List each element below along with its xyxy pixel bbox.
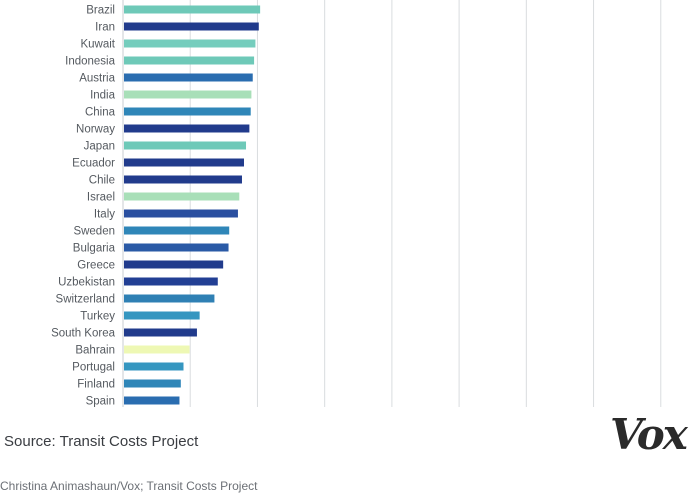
label-uzbekistan: Uzbekistan: [58, 277, 115, 289]
label-ecuador: Ecuador: [72, 158, 115, 170]
bar-china: [124, 107, 251, 116]
label-bahrain: Bahrain: [75, 345, 115, 357]
label-brazil: Brazil: [86, 5, 115, 17]
bar-finland: [124, 379, 181, 388]
bar-ecuador: [124, 158, 244, 167]
source-note: Source: Transit Costs Project: [4, 433, 199, 450]
label-turkey: Turkey: [80, 311, 115, 323]
label-kuwait: Kuwait: [80, 39, 115, 51]
bar-portugal: [124, 362, 184, 371]
label-china: China: [85, 107, 116, 119]
label-bulgaria: Bulgaria: [73, 243, 116, 255]
bar-iran: [124, 22, 259, 31]
bar-chart: Brazil Iran Kuwait Indonesia Austria India Chi…: [51, 0, 662, 408]
label-iran: Iran: [95, 22, 115, 34]
bar-india: [124, 90, 252, 99]
label-portugal: Portugal: [72, 362, 115, 374]
bar-indonesia: [124, 56, 255, 65]
bar-chile: [124, 175, 242, 184]
bar-south-korea: [124, 328, 197, 337]
label-finland: Finland: [77, 379, 115, 391]
bar-kuwait: [124, 39, 256, 48]
label-chile: Chile: [89, 175, 115, 187]
bar-switzerland: [124, 294, 215, 303]
bar-greece: [124, 260, 224, 269]
label-austria: Austria: [79, 73, 115, 85]
bar-austria: [124, 73, 253, 82]
bar-israel: [124, 192, 240, 201]
label-greece: Greece: [77, 260, 115, 272]
bar-bahrain: [124, 345, 190, 354]
label-japan: Japan: [84, 141, 115, 153]
label-italy: Italy: [94, 209, 115, 221]
vox-logo: Vox: [610, 410, 688, 459]
bar-italy: [124, 209, 238, 218]
label-switzerland: Switzerland: [56, 294, 115, 306]
bar-brazil: [124, 5, 261, 14]
bars: [124, 5, 261, 405]
credit-note: Christina Animashaun/Vox; Transit Costs …: [0, 479, 258, 493]
bar-sweden: [124, 226, 230, 235]
bar-turkey: [124, 311, 200, 320]
bar-uzbekistan: [124, 277, 218, 286]
gridlines: [122, 0, 662, 407]
label-sweden: Sweden: [73, 226, 115, 238]
label-norway: Norway: [76, 124, 115, 136]
label-israel: Israel: [87, 192, 115, 204]
label-south-korea: South Korea: [51, 328, 116, 340]
bar-bulgaria: [124, 243, 229, 252]
label-indonesia: Indonesia: [65, 56, 115, 68]
bar-spain: [124, 396, 180, 405]
bar-norway: [124, 124, 250, 133]
category-labels: Brazil Iran Kuwait Indonesia Austria India Chi…: [51, 5, 116, 408]
label-india: India: [90, 90, 116, 102]
label-spain: Spain: [86, 396, 115, 408]
bar-japan: [124, 141, 247, 150]
